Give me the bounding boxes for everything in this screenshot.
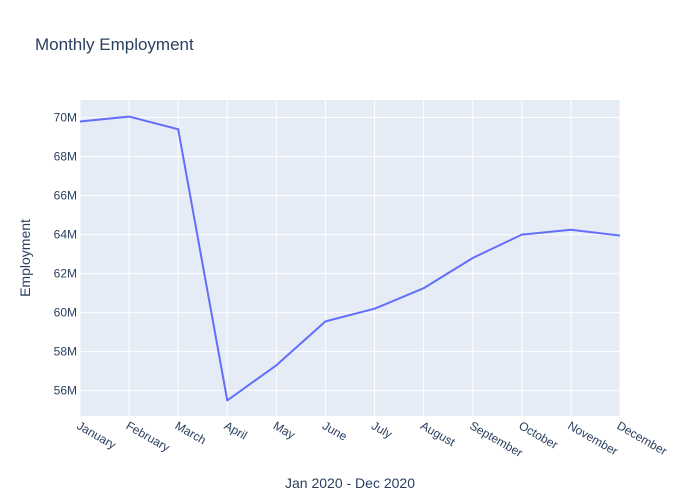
data-point xyxy=(127,115,131,119)
data-point xyxy=(422,286,426,290)
y-axis-ticks: 56M 58M 60M 62M 64M 66M 68M 70M xyxy=(54,111,77,398)
data-point xyxy=(225,398,229,402)
x-tick-label: April xyxy=(222,418,250,442)
data-point xyxy=(471,256,475,260)
data-point xyxy=(78,119,82,123)
plot-area xyxy=(80,100,620,416)
y-tick-label: 66M xyxy=(54,189,77,203)
y-tick-label: 60M xyxy=(54,306,77,320)
x-tick-label: February xyxy=(124,418,173,454)
data-point xyxy=(323,319,327,323)
chart-title: Monthly Employment xyxy=(35,35,194,54)
y-tick-label: 70M xyxy=(54,111,77,125)
y-tick-label: 56M xyxy=(54,384,77,398)
x-axis-ticks: January February March April May June July Augu… xyxy=(75,418,670,459)
y-tick-label: 64M xyxy=(54,228,77,242)
data-point xyxy=(176,127,180,131)
x-tick-label: June xyxy=(320,418,350,443)
y-tick-label: 58M xyxy=(54,345,77,359)
data-point xyxy=(618,234,622,238)
data-point xyxy=(274,363,278,367)
y-tick-label: 62M xyxy=(54,267,77,281)
y-tick-label: 68M xyxy=(54,150,77,164)
data-point xyxy=(569,228,573,232)
x-axis-title: Jan 2020 - Dec 2020 xyxy=(285,475,415,491)
series-layer xyxy=(78,115,622,402)
data-point xyxy=(373,307,377,311)
x-tick-label: March xyxy=(173,418,209,447)
x-tick-label: May xyxy=(271,418,298,441)
x-tick-label: July xyxy=(369,418,394,441)
x-tick-label: September xyxy=(467,418,525,459)
x-tick-label: December xyxy=(615,418,670,458)
series-line xyxy=(79,115,621,402)
y-axis-title: Employment xyxy=(17,219,33,297)
x-tick-label: August xyxy=(418,418,458,449)
x-tick-label: November xyxy=(565,418,620,458)
grid-lines xyxy=(79,100,621,416)
data-point xyxy=(520,233,524,237)
x-tick-label: January xyxy=(75,418,119,451)
